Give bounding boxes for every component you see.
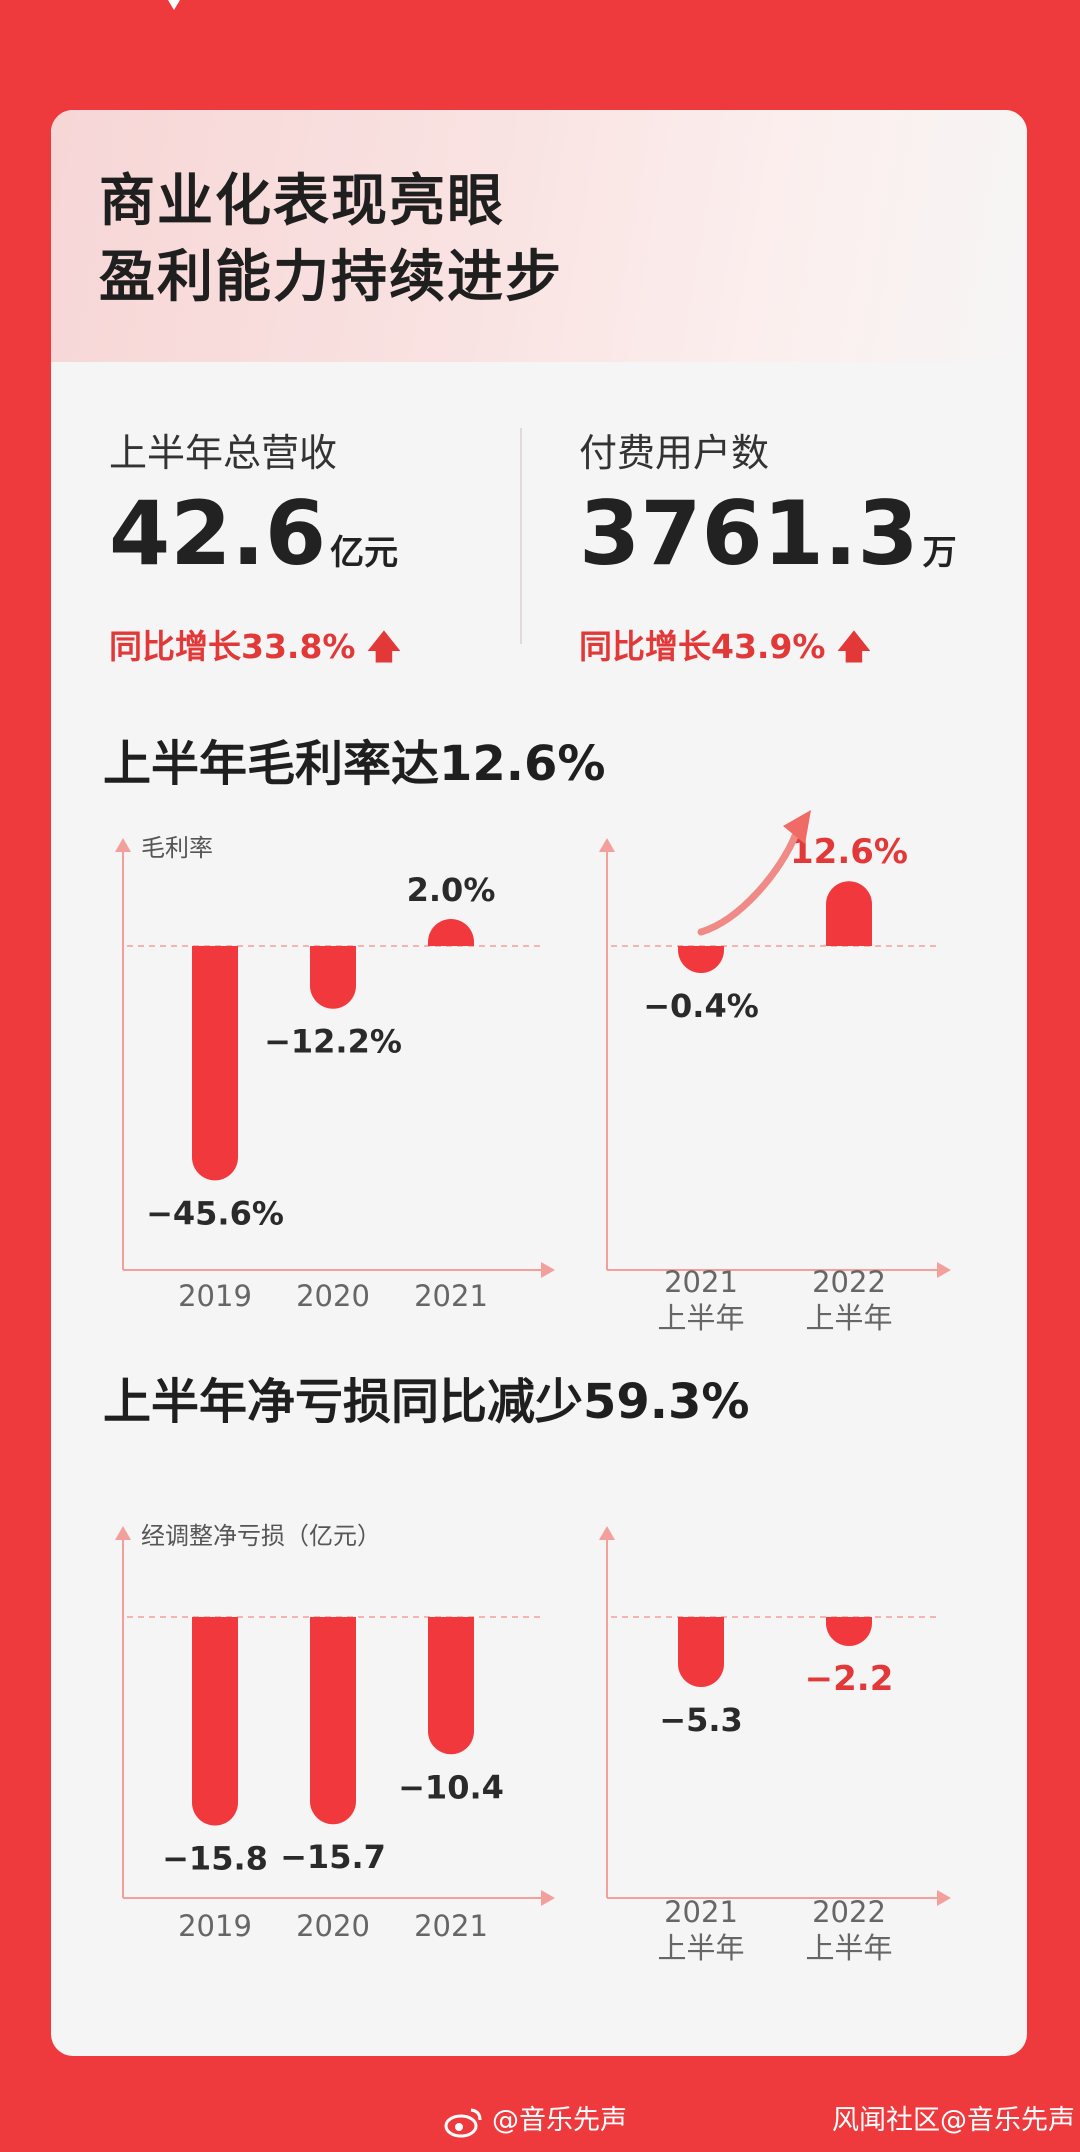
data-label: −15.8 [162,1840,268,1878]
arrow-up-icon: 🡅 [367,627,401,666]
y-axis-title: 经调整净亏损（亿元） [141,1522,381,1550]
x-tick-label: 2022 [812,1895,886,1929]
kpi-paid-users-value: 3761.3 [579,482,919,585]
x-tick-label: 2019 [178,1909,252,1943]
bar [310,946,356,1009]
watermark-right: 风闻社区@音乐先声 [832,2105,1075,2136]
y-axis-arrow-icon [599,838,615,852]
x-tick-label: 2020 [296,1909,370,1943]
x-axis-arrow-icon [541,1262,555,1278]
hero-title: 商业化表现亮眼 盈利能力持续进步 [99,164,563,316]
data-label: −10.4 [398,1768,504,1806]
y-axis-arrow-icon [599,1526,615,1540]
x-axis-arrow-icon [937,1890,951,1906]
bar [428,919,474,946]
bar [310,1617,356,1825]
bar [192,1617,238,1826]
watermark-weibo: @音乐先声 [444,2098,627,2138]
kpi-revenue: 上半年总营收 42.6 亿元 同比增长33.8% 🡅 [109,422,401,679]
x-tick-label: 上半年 [657,1931,744,1965]
arrow-up-icon: 🡅 [837,627,871,666]
charts-canvas: 毛利率 −45.6% 2019 −12.2% 2020 2.0% 2021 −0.4% 2021… [115,810,951,1965]
x-tick-label: 2019 [178,1279,252,1313]
data-label: −12.2% [264,1023,402,1061]
data-label: 2.0% [407,871,496,909]
bar [192,946,238,1181]
bar [678,946,724,973]
kpi-paid-users-growth-row: 同比增长43.9% 🡅 [579,620,957,679]
x-axis-arrow-icon [937,1262,951,1278]
x-tick-label: 上半年 [805,1301,892,1335]
kpi-paid-users-value-row: 3761.3 万 [579,489,957,598]
bar [428,1617,474,1755]
x-tick-label: 2021 [664,1265,738,1299]
kpi-revenue-growth-row: 同比增长33.8% 🡅 [109,620,401,679]
y-axis-title: 毛利率 [141,834,213,862]
hero-banner: 商业化表现亮眼 盈利能力持续进步 [51,110,1027,362]
section-net-loss-title: 上半年净亏损同比减少59.3% [103,1374,750,1430]
hero-title-line1: 商业化表现亮眼 [99,169,505,234]
x-axis-arrow-icon [541,1890,555,1906]
data-label: −15.7 [280,1838,386,1876]
top-notch-decoration [168,0,180,10]
data-label: 12.6% [790,832,908,872]
y-axis-arrow-icon [115,838,131,852]
kpi-paid-users-label: 付费用户数 [579,431,770,475]
x-tick-label: 2021 [414,1909,488,1943]
data-label: −5.3 [659,1701,743,1739]
hero-title-line2: 盈利能力持续进步 [99,245,563,310]
main-card: 商业化表现亮眼 盈利能力持续进步 上半年总营收 42.6 亿元 同比增长33.8%… [51,110,1027,2056]
section-gross-margin-title: 上半年毛利率达12.6% [103,736,606,792]
x-tick-label: 2022 [812,1265,886,1299]
kpi-revenue-growth: 同比增长33.8% [109,627,356,666]
kpi-revenue-value-row: 42.6 亿元 [109,489,401,598]
data-label: −0.4% [643,987,759,1025]
growth-arrow-head-icon [783,810,811,844]
x-tick-label: 2021 [664,1895,738,1929]
watermark-left-text: @音乐先声 [492,2105,627,2136]
bar [678,1617,724,1687]
kpi-paid-users-growth: 同比增长43.9% [579,627,826,666]
x-tick-label: 2021 [414,1279,488,1313]
bar [826,1617,872,1647]
data-label: −2.2 [805,1659,894,1699]
kpi-revenue-value: 42.6 [109,482,327,585]
y-axis-arrow-icon [115,1526,131,1540]
kpi-paid-users-unit: 万 [922,533,957,573]
kpi-paid-users: 付费用户数 3761.3 万 同比增长43.9% 🡅 [579,422,957,679]
kpi-revenue-unit: 亿元 [330,533,399,573]
x-tick-label: 上半年 [657,1301,744,1335]
x-tick-label: 上半年 [805,1931,892,1965]
kpi-divider [520,428,522,644]
kpi-revenue-label: 上半年总营收 [109,431,338,475]
growth-arrow-icon [697,832,799,936]
weibo-icon [444,2108,482,2137]
bar [826,881,872,946]
data-label: −45.6% [146,1194,284,1232]
x-tick-label: 2020 [296,1279,370,1313]
